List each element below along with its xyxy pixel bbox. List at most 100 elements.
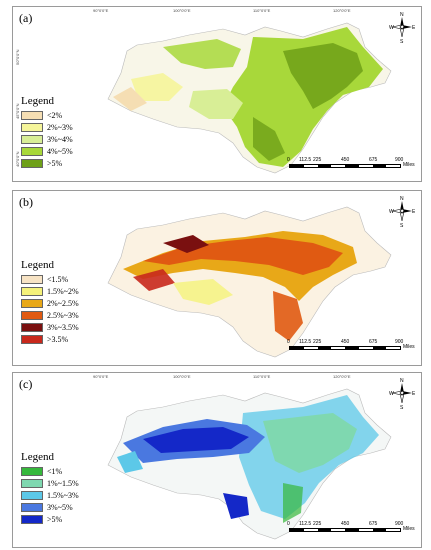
legend-swatch [21, 478, 43, 488]
compass-e: E [412, 209, 415, 215]
legend-label: 1%~1.5% [47, 478, 79, 488]
scale-tick: 900 [395, 339, 404, 345]
scale-tick: 900 [395, 157, 404, 163]
lon-tick: 120°0'0"E [333, 374, 351, 379]
legend-swatch [21, 146, 43, 156]
legend-item: <1.5% [21, 273, 79, 285]
panel-label-a: (a) [19, 11, 33, 25]
legend-swatch [21, 158, 43, 168]
legend-label: <1.5% [47, 274, 69, 284]
legend-item: 1%~1.5% [21, 477, 79, 489]
legend-item: >5% [21, 157, 73, 169]
scale-tick: 675 [369, 521, 378, 527]
compass-s: S [400, 223, 404, 227]
scale-tick: 0 [287, 339, 290, 345]
compass-rose-icon: N S W E [389, 378, 415, 409]
lon-tick: 100°0'0"E [173, 374, 191, 379]
map-b [107, 206, 392, 358]
scale-tick: 0 [287, 521, 290, 527]
legend-item: <2% [21, 109, 73, 121]
legend-label: 1.5%~3% [47, 490, 79, 500]
legend-label: <1% [47, 466, 63, 476]
legend-swatch [21, 286, 43, 296]
legend-label: >5% [47, 514, 63, 524]
legend-label: 3%~4% [47, 134, 73, 144]
scale-tick: 675 [369, 339, 378, 345]
legend-title: Legend [21, 95, 54, 107]
legend-item: 4%~5% [21, 145, 73, 157]
legend-item: 1.5%~2% [21, 285, 79, 297]
scale-bar: 0 112.5 225 450 675 900 Miles [285, 339, 417, 359]
map-a [107, 22, 392, 174]
scale-units: Miles [403, 526, 415, 532]
legend-c: Legend <1% 1%~1.5% 1.5%~3% 3%~5% >5% [21, 451, 79, 525]
legend-item: 3%~4% [21, 133, 73, 145]
panel-label-b: (b) [19, 195, 33, 209]
legend-swatch [21, 514, 43, 524]
legend-label: <2% [47, 110, 63, 120]
scale-tick: 225 [313, 339, 322, 345]
lat-tick: 40°0'0"N [15, 151, 20, 167]
legend-swatch [21, 274, 43, 284]
legend-swatch [21, 466, 43, 476]
scale-tick: 450 [341, 157, 350, 163]
scale-segments [289, 164, 401, 168]
compass-n: N [400, 378, 404, 384]
scale-bar: 0 112.5 225 450 675 900 Miles [285, 521, 417, 541]
compass-e: E [412, 25, 415, 31]
map-panel-a: (a) 90°0'0"E 100°0'0"E 110°0'0"E 120°0'0… [12, 6, 422, 182]
legend-swatch [21, 122, 43, 132]
legend-label: 3%~5% [47, 502, 73, 512]
compass-w: W [389, 391, 394, 397]
legend-label: 1.5%~2% [47, 286, 79, 296]
legend-swatch [21, 502, 43, 512]
legend-item: >5% [21, 513, 79, 525]
legend-title: Legend [21, 451, 54, 463]
legend-item: 3%~5% [21, 501, 79, 513]
scale-tick: 450 [341, 339, 350, 345]
legend-item: 3%~3.5% [21, 321, 79, 333]
compass-rose-icon: N S W E [389, 196, 415, 227]
map-c [107, 388, 392, 540]
scale-bar: 0 112.5 225 450 675 900 Miles [285, 157, 417, 177]
lon-tick: 110°0'0"E [253, 8, 271, 13]
legend-label: >5% [47, 158, 63, 168]
compass-n: N [400, 196, 404, 202]
scale-tick: 675 [369, 157, 378, 163]
legend-label: 2.5%~3% [47, 310, 79, 320]
lon-tick: 100°0'0"E [173, 8, 191, 13]
lat-tick: 50°0'0"N [15, 49, 20, 65]
legend-label: 2%~2.5% [47, 298, 79, 308]
legend-label: 4%~5% [47, 146, 73, 156]
legend-swatch [21, 490, 43, 500]
legend-label: >3.5% [47, 334, 69, 344]
legend-swatch [21, 110, 43, 120]
scale-segments [289, 528, 401, 532]
scale-tick: 112.5 [299, 339, 312, 345]
scale-tick: 450 [341, 521, 350, 527]
legend-a: Legend <2% 2%~3% 3%~4% 4%~5% >5% [21, 95, 73, 169]
scale-units: Miles [403, 344, 415, 350]
scale-tick: 900 [395, 521, 404, 527]
map-panel-c: (c) 90°0'0"E 100°0'0"E 110°0'0"E 120°0'0… [12, 372, 422, 548]
compass-s: S [400, 39, 404, 43]
compass-e: E [412, 391, 415, 397]
compass-w: W [389, 25, 394, 31]
lat-tick: 45°0'0"N [15, 103, 20, 119]
panel-label-c: (c) [19, 377, 33, 391]
scale-tick: 225 [313, 521, 322, 527]
scale-tick: 112.5 [299, 521, 312, 527]
legend-swatch [21, 310, 43, 320]
lon-tick: 110°0'0"E [253, 374, 271, 379]
legend-item: 1.5%~3% [21, 489, 79, 501]
legend-label: 2%~3% [47, 122, 73, 132]
compass-rose-icon: N S W E [389, 12, 415, 43]
lon-tick: 120°0'0"E [333, 8, 351, 13]
legend-swatch [21, 334, 43, 344]
legend-swatch [21, 322, 43, 332]
legend-swatch [21, 134, 43, 144]
scale-tick: 112.5 [299, 157, 312, 163]
compass-s: S [400, 405, 404, 409]
lon-tick: 90°0'0"E [93, 374, 109, 379]
legend-title: Legend [21, 259, 54, 271]
